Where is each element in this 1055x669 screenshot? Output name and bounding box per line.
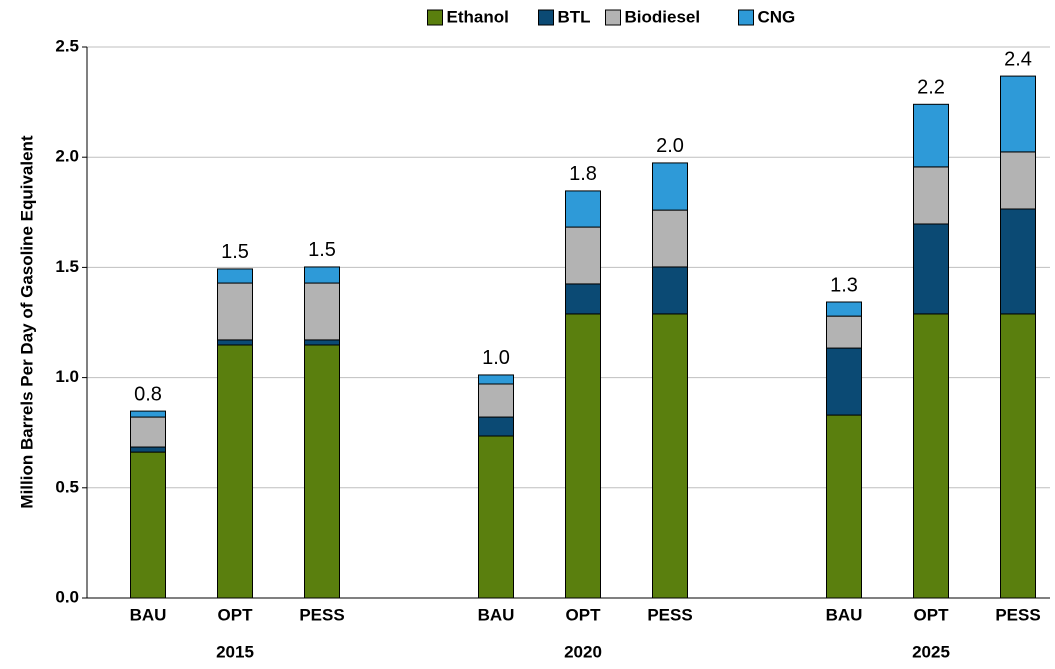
bar-segment: [217, 339, 253, 346]
x-tick-label: OPT: [218, 605, 254, 624]
bar-segment: [565, 313, 601, 599]
x-tick-label: PESS: [647, 605, 692, 624]
x-tick-label: BAU: [826, 605, 863, 624]
bar-segment: [130, 410, 166, 418]
bar-segment: [130, 416, 166, 448]
bar-segment: [826, 301, 862, 317]
bar-segment: [304, 344, 340, 599]
x-tick-label: PESS: [995, 605, 1040, 624]
total-label: 1.0: [482, 347, 510, 369]
group-label: 2015: [216, 642, 254, 661]
bar-segment: [478, 383, 514, 418]
total-label: 1.5: [221, 241, 249, 263]
legend-swatch: [738, 9, 754, 26]
bar-segment: [913, 313, 949, 599]
bar-segment: [652, 209, 688, 268]
x-tick-label: BAU: [130, 605, 167, 624]
bar-segment: [565, 283, 601, 315]
x-tick-label: OPT: [914, 605, 950, 624]
total-label: 2.0: [656, 135, 684, 157]
bar-segment: [130, 446, 166, 453]
y-tick-label: 1.0: [55, 367, 79, 386]
bar-segment: [1000, 151, 1036, 210]
y-tick-label: 2.5: [55, 36, 79, 55]
group-label: 2020: [564, 642, 602, 661]
x-tick-label: BAU: [478, 605, 515, 624]
x-tick-label: OPT: [566, 605, 602, 624]
bar-segment: [913, 223, 949, 315]
bar-segment: [478, 435, 514, 599]
bar-segment: [565, 190, 601, 228]
bar-segment: [304, 339, 340, 346]
bar-segment: [478, 416, 514, 437]
x-tick-label: PESS: [299, 605, 344, 624]
bar-segment: [652, 313, 688, 599]
bar-segment: [652, 162, 688, 211]
bar-segment: [565, 226, 601, 285]
legend-label: BTL: [558, 7, 591, 26]
total-label: 1.3: [830, 274, 858, 296]
legend-swatch: [605, 9, 621, 26]
bar-segment: [304, 282, 340, 341]
y-tick-label: 2.0: [55, 147, 79, 166]
legend-label: Biodiesel: [625, 7, 701, 26]
total-label: 2.4: [1004, 48, 1032, 70]
y-tick-label: 1.5: [55, 257, 79, 276]
bar-segment: [217, 268, 253, 284]
bar-segment: [652, 266, 688, 315]
total-label: 1.5: [308, 239, 336, 261]
bar-segment: [217, 282, 253, 341]
bar-segment: [826, 414, 862, 599]
total-label: 0.8: [134, 383, 162, 405]
group-label: 2025: [912, 642, 950, 661]
legend-label: CNG: [758, 7, 796, 26]
y-axis-label: Million Barrels Per Day of Gasoline Equi…: [17, 135, 36, 509]
bar-segment: [826, 347, 862, 416]
bar-segment: [1000, 313, 1036, 599]
legend-label: Ethanol: [447, 7, 509, 26]
bar-segment: [130, 451, 166, 599]
bar-segment: [913, 103, 949, 168]
total-label: 2.2: [917, 77, 945, 99]
y-tick-label: 0.0: [55, 587, 79, 606]
bar-segment: [913, 166, 949, 225]
bar-segment: [1000, 75, 1036, 153]
y-tick-label: 0.5: [55, 477, 79, 496]
bar-segment: [1000, 208, 1036, 315]
legend-swatch: [427, 9, 443, 26]
bar-segment: [217, 344, 253, 599]
total-label: 1.8: [569, 163, 597, 185]
bar-segment: [304, 266, 340, 284]
bar-segment: [478, 374, 514, 385]
legend-swatch: [538, 9, 554, 26]
bar-segment: [826, 315, 862, 349]
